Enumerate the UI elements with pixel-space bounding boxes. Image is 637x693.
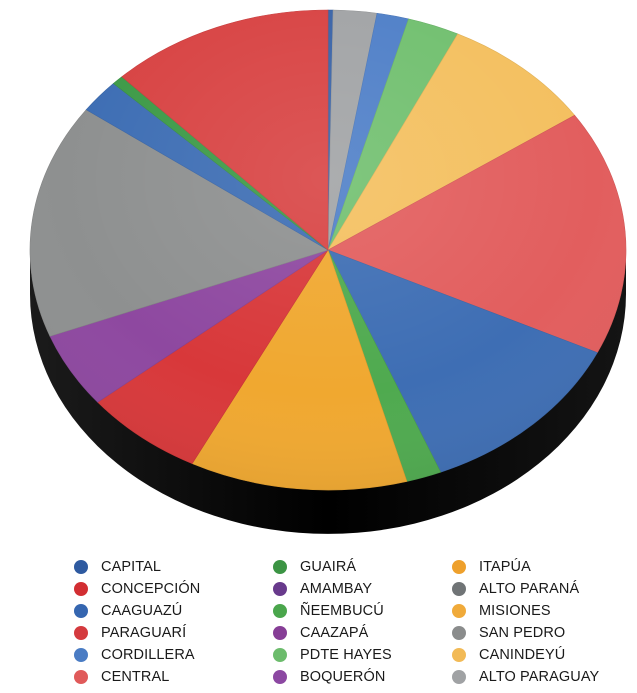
legend-item: CONCEPCIÓN (74, 578, 200, 600)
legend-item: ITAPÚA (452, 556, 599, 578)
legend-item: CORDILLERA (74, 644, 200, 666)
legend-label: GUAIRÁ (300, 559, 357, 575)
legend-label: CENTRAL (101, 669, 170, 685)
legend-item: CAAZAPÁ (273, 622, 392, 644)
legend-item: MISIONES (452, 600, 599, 622)
legend-swatch (74, 670, 88, 684)
legend-swatch (273, 560, 287, 574)
legend-label: SAN PEDRO (479, 625, 566, 641)
legend-swatch (74, 604, 88, 618)
legend-item: BOQUERÓN (273, 666, 392, 688)
legend-item: ÑEEMBUCÚ (273, 600, 392, 622)
legend-label: CONCEPCIÓN (101, 581, 201, 597)
legend-swatch (452, 604, 466, 618)
legend-item: AMAMBAY (273, 578, 392, 600)
legend-item: ALTO PARANÁ (452, 578, 599, 600)
legend-item: PDTE HAYES (273, 644, 392, 666)
legend-label: CORDILLERA (101, 647, 195, 663)
legend-label: CANINDEYÚ (479, 647, 566, 663)
legend-swatch (273, 626, 287, 640)
legend-item: CAPITAL (74, 556, 200, 578)
legend-item: PARAGUARÍ (74, 622, 200, 644)
legend-label: CAAGUAZÚ (101, 603, 183, 619)
legend-item: CAAGUAZÚ (74, 600, 200, 622)
legend-item: ALTO PARAGUAY (452, 666, 599, 688)
pie-side-wall (30, 250, 626, 534)
legend-swatch (273, 582, 287, 596)
legend-swatch (74, 626, 88, 640)
legend-item: CANINDEYÚ (452, 644, 599, 666)
legend-swatch (273, 648, 287, 662)
legend-label: ÑEEMBUCÚ (300, 603, 384, 619)
legend-column: ITAPÚA ALTO PARANÁ MISIONES SAN PEDRO CANIND… (452, 556, 599, 688)
legend-label: CAAZAPÁ (300, 625, 369, 641)
legend-label: PDTE HAYES (300, 647, 392, 663)
legend-item: CENTRAL (74, 666, 200, 688)
chart-legend: CAPITAL CONCEPCIÓN CAAGUAZÚ PARAGUARÍ CORDIL… (74, 556, 634, 686)
legend-label: ALTO PARANÁ (479, 581, 580, 597)
legend-label: CAPITAL (101, 559, 162, 575)
legend-label: AMAMBAY (300, 581, 373, 597)
pie-chart-svg (29, 9, 627, 534)
legend-swatch (74, 560, 88, 574)
legend-swatch (273, 670, 287, 684)
legend-swatch (74, 648, 88, 662)
legend-column: CAPITAL CONCEPCIÓN CAAGUAZÚ PARAGUARÍ CORDIL… (74, 556, 200, 688)
legend-column: GUAIRÁ AMAMBAY ÑEEMBUCÚ CAAZAPÁ PDTE HAYES BO… (273, 556, 392, 688)
pie-chart (29, 9, 627, 534)
legend-swatch (452, 670, 466, 684)
legend-label: MISIONES (479, 603, 551, 619)
legend-label: BOQUERÓN (300, 669, 386, 685)
legend-swatch (452, 560, 466, 574)
legend-item: GUAIRÁ (273, 556, 392, 578)
legend-label: ITAPÚA (479, 559, 531, 575)
legend-swatch (452, 582, 466, 596)
legend-swatch (452, 626, 466, 640)
legend-item: SAN PEDRO (452, 622, 599, 644)
legend-label: ALTO PARAGUAY (479, 669, 600, 685)
pie-top-lighting (30, 10, 626, 490)
legend-swatch (273, 604, 287, 618)
legend-label: PARAGUARÍ (101, 625, 187, 641)
legend-swatch (74, 582, 88, 596)
legend-swatch (452, 648, 466, 662)
